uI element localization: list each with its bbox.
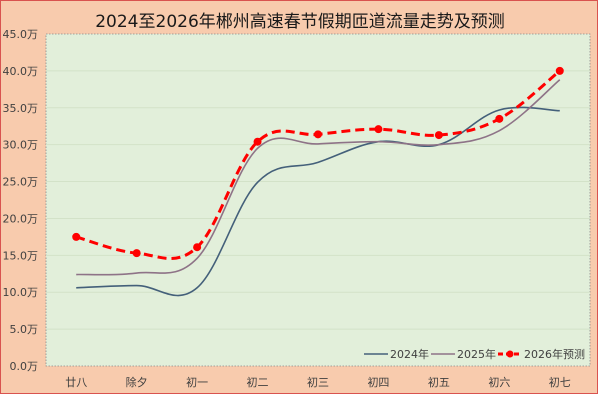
x-tick-label: 初一 [186,375,208,389]
series-1 [76,106,560,297]
x-tick-label: 廿八 [65,376,87,389]
x-tick-label: 初三 [307,375,329,389]
x-axis-ticks: 廿八 除夕 初一 初二 初三 初四 初五 初六 初七 [65,375,571,389]
y-tick-label: 40.0万 [3,65,39,78]
legend-item-3: 2026年预测 [498,347,585,361]
series-2 [76,79,561,276]
x-tick-label: 除夕 [126,375,148,389]
plot-area [45,33,591,367]
y-tick-label: 5.0万 [10,323,39,336]
legend-label: 2026年预测 [524,347,585,361]
y-tick-label: 20.0万 [3,212,39,225]
gridlines [46,70,590,330]
legend: 2024年 2025年 2026年预测 [364,347,585,361]
legend-marker [506,350,514,358]
x-tick-label: 初四 [367,375,389,389]
x-tick-label: 初七 [549,375,571,389]
data-point-marker [495,114,504,123]
series-line [75,69,561,261]
y-tick-label: 10.0万 [3,286,39,299]
legend-item-2: 2025年 [431,347,496,361]
x-tick-label: 初二 [247,375,269,389]
data-point-marker [314,130,322,139]
data-point-marker [253,137,262,146]
legend-item-1: 2024年 [364,347,429,361]
series-lines [72,66,564,297]
series-line [76,79,561,276]
series-3 [72,66,564,261]
legend-label: 2024年 [390,347,429,361]
legend-label: 2025年 [457,347,496,361]
x-tick-label: 初五 [428,375,450,389]
chart-title: 2024至2026年郴州高速春节假期匝道流量走势及预测 [95,12,505,32]
x-tick-label: 初六 [488,375,510,389]
series-line [76,106,560,297]
y-tick-label: 25.0万 [3,176,39,189]
data-point-marker [72,232,81,241]
data-point-marker [555,66,564,75]
data-point-marker [434,131,443,140]
y-axis-ticks: 0.0万 5.0万 10.0万 15.0万 20.0万 25.0万 30.0万 35.0万 40… [3,28,39,373]
data-point-marker [132,249,141,258]
y-tick-label: 35.0万 [3,102,39,115]
data-point-marker [193,243,202,252]
y-tick-label: 15.0万 [3,249,39,262]
y-tick-label: 45.0万 [3,28,39,41]
data-point-marker [374,125,383,134]
y-tick-label: 0.0万 [10,360,39,373]
y-tick-label: 30.0万 [3,139,39,152]
